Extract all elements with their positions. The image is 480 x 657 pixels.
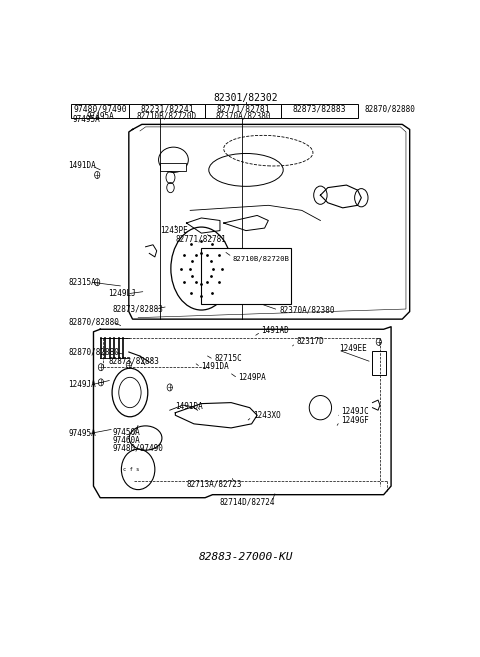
Text: 1491DA: 1491DA xyxy=(202,362,229,371)
Text: 82771/82781: 82771/82781 xyxy=(175,235,226,244)
Text: 1249EE: 1249EE xyxy=(339,344,367,353)
Text: 97495A: 97495A xyxy=(69,430,96,438)
Text: 82370A/82380: 82370A/82380 xyxy=(216,112,271,121)
Text: 97480/97490: 97480/97490 xyxy=(112,443,163,453)
Text: 82870/82880: 82870/82880 xyxy=(69,317,120,326)
Text: 82231/82241: 82231/82241 xyxy=(140,104,194,113)
Text: 82714D/82724: 82714D/82724 xyxy=(220,497,276,507)
Bar xyxy=(205,104,281,118)
Bar xyxy=(71,104,129,118)
Text: 82713A/82723: 82713A/82723 xyxy=(186,479,242,488)
Text: 1243PE: 1243PE xyxy=(160,226,188,235)
Text: 97495A: 97495A xyxy=(72,115,100,124)
Text: 82771/82781: 82771/82781 xyxy=(216,104,270,113)
Text: 82873/82883: 82873/82883 xyxy=(112,305,163,313)
Text: 1249GF: 1249GF xyxy=(341,416,369,425)
Text: c f s: c f s xyxy=(123,467,140,472)
Text: 1249PA: 1249PA xyxy=(239,373,266,382)
Text: 82883-27000-KU: 82883-27000-KU xyxy=(199,552,293,562)
Text: 97480/97490: 97480/97490 xyxy=(73,104,127,113)
Text: 82873/82883: 82873/82883 xyxy=(293,104,346,113)
Text: 1491DA: 1491DA xyxy=(69,162,96,170)
Text: 97495A: 97495A xyxy=(86,112,114,121)
Text: 82315A: 82315A xyxy=(69,278,96,286)
Text: 82873/82883: 82873/82883 xyxy=(108,357,159,366)
Text: 82715C: 82715C xyxy=(215,353,242,363)
Bar xyxy=(129,104,205,118)
Text: 82317D: 82317D xyxy=(296,338,324,346)
Text: 1243XO: 1243XO xyxy=(252,411,280,420)
Text: 1249JA: 1249JA xyxy=(69,380,96,390)
Text: 82870/82880: 82870/82880 xyxy=(365,104,416,113)
Text: 97450A: 97450A xyxy=(112,428,140,438)
Bar xyxy=(281,104,358,118)
Text: 82870/82880: 82870/82880 xyxy=(69,348,120,357)
Text: 1491DA: 1491DA xyxy=(175,402,203,411)
Text: 82301/82302: 82301/82302 xyxy=(214,93,278,103)
Text: 1249LJ: 1249LJ xyxy=(108,289,136,298)
Bar xyxy=(160,164,186,171)
Text: 1491AD: 1491AD xyxy=(261,327,288,335)
Text: 97460A: 97460A xyxy=(112,436,140,445)
Text: 82710B/82720B: 82710B/82720B xyxy=(233,256,290,262)
Bar xyxy=(372,350,386,374)
Text: 82370A/82380: 82370A/82380 xyxy=(279,306,335,315)
Bar xyxy=(202,248,290,304)
Text: 1249JC: 1249JC xyxy=(341,407,369,417)
Text: 82710B/82720D: 82710B/82720D xyxy=(137,112,197,121)
